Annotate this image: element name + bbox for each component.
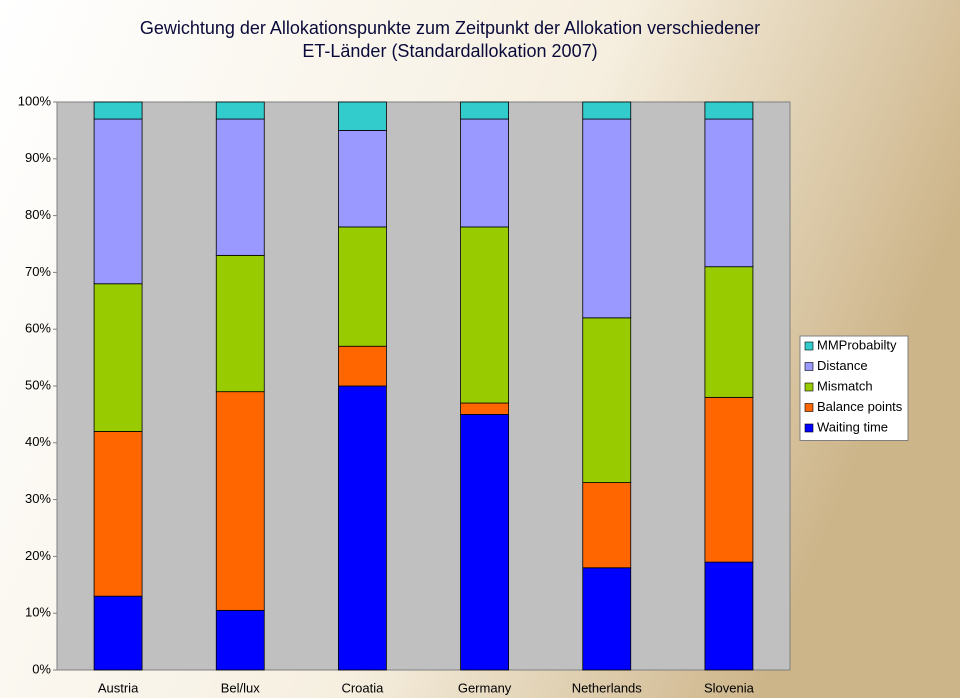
legend-swatch (804, 362, 814, 371)
bar-segment (460, 402, 509, 415)
chart-title: ET-Länder (Standardallokation 2007) (302, 41, 597, 61)
bar-segment (582, 317, 632, 483)
legend-swatch (804, 403, 814, 412)
bar-segment (338, 129, 387, 228)
bar-segment (338, 345, 387, 387)
bar-segment (215, 118, 265, 256)
bar-segment (704, 396, 754, 563)
legend-label: Waiting time (817, 419, 888, 434)
y-tick-label: 60% (25, 321, 51, 336)
bar-segment (93, 118, 143, 285)
legend-label: Distance (817, 358, 868, 373)
bar-segment (338, 385, 387, 671)
legend-label: Mismatch (817, 378, 873, 393)
bar-segment (93, 431, 143, 597)
bar-segment (704, 101, 754, 120)
legend-swatch (804, 382, 814, 392)
bar-segment (215, 101, 265, 120)
x-tick-label: Germany (458, 680, 512, 695)
bar-segment (460, 226, 509, 404)
bar-segment (582, 567, 632, 671)
legend-swatch (804, 341, 814, 351)
bar-segment (582, 482, 632, 569)
bar-segment (338, 226, 387, 347)
legend-label: MMProbabilty (817, 337, 897, 352)
chart-title: Gewichtung der Allokationspunkte zum Zei… (140, 18, 760, 38)
x-tick-label: Netherlands (572, 680, 643, 695)
y-tick-label: 30% (25, 491, 51, 506)
bar-segment (93, 283, 143, 432)
legend-label: Balance points (817, 399, 903, 414)
legend-box (799, 335, 909, 441)
bar-segment (460, 101, 509, 120)
bar-segment (93, 595, 143, 671)
bar-segment (215, 391, 265, 611)
bar-segment (582, 101, 632, 120)
y-tick-label: 80% (25, 207, 51, 222)
x-tick-label: Bel/lux (221, 680, 261, 695)
y-tick-label: 100% (18, 93, 52, 108)
legend-swatch (804, 423, 814, 433)
y-tick-label: 40% (25, 434, 51, 449)
bar-segment (704, 561, 754, 671)
bar-segment (338, 101, 387, 131)
x-tick-label: Croatia (341, 680, 384, 695)
bar-segment (215, 254, 265, 393)
y-tick-label: 70% (25, 264, 51, 279)
y-tick-label: 0% (32, 661, 51, 676)
bar-segment (460, 413, 509, 671)
bar-segment (215, 609, 265, 671)
y-tick-label: 20% (25, 548, 51, 563)
bar-segment (93, 101, 143, 120)
y-tick-label: 10% (25, 605, 51, 620)
y-tick-label: 90% (25, 150, 51, 165)
plot-area (56, 101, 791, 671)
x-tick-label: Austria (98, 680, 139, 695)
x-tick-label: Slovenia (704, 680, 755, 695)
bar-segment (704, 118, 754, 268)
y-tick-label: 50% (25, 377, 51, 392)
bar-segment (460, 118, 509, 228)
bar-segment (704, 266, 754, 398)
bar-segment (582, 118, 632, 319)
